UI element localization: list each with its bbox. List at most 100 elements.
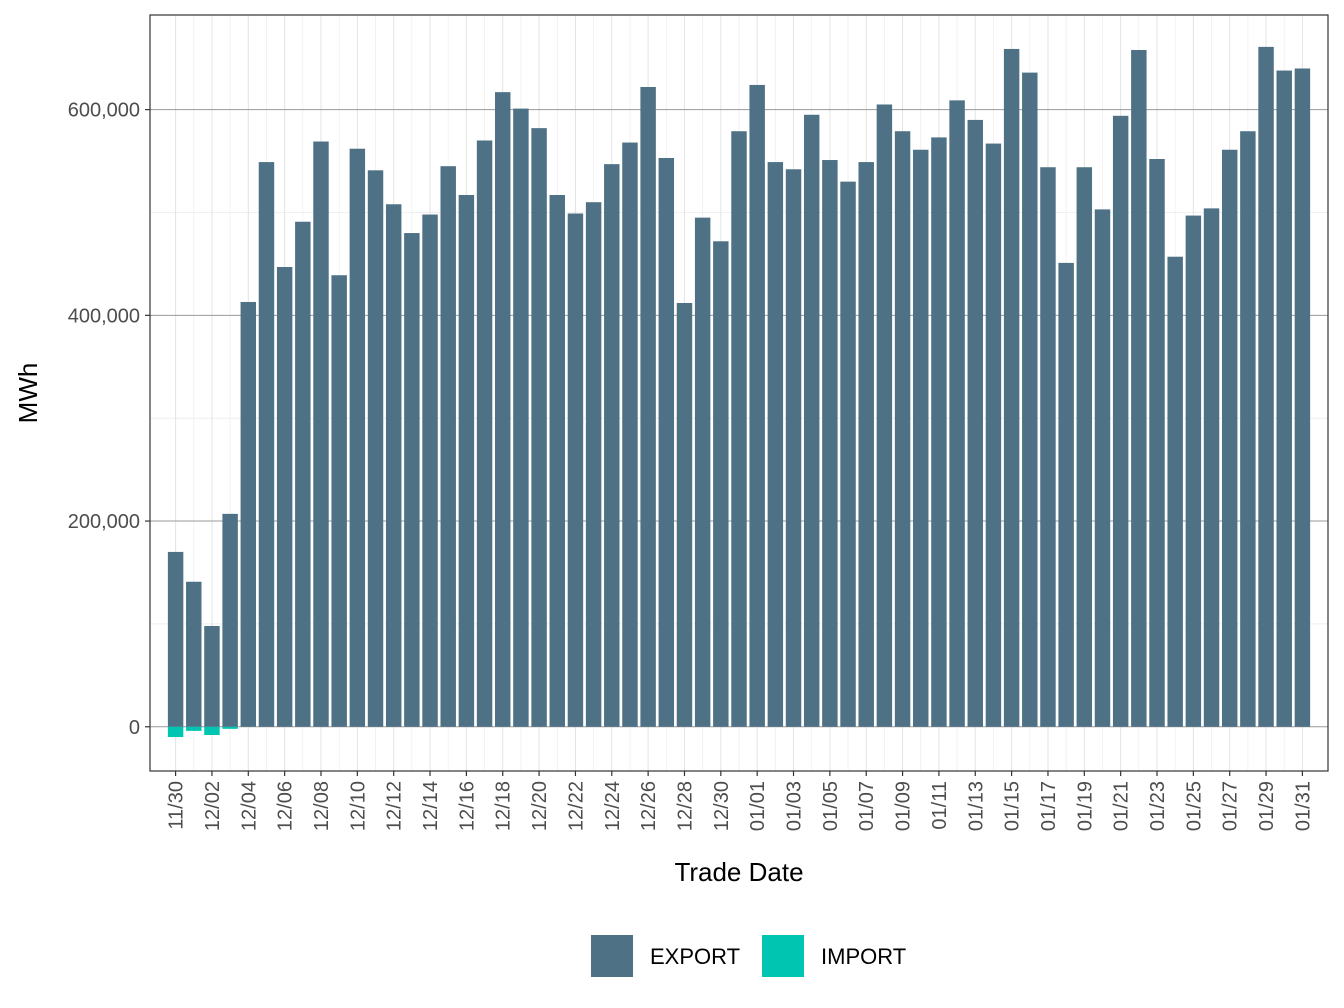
bar-export-01-19 — [1076, 167, 1093, 727]
y-tick-label: 400,000 — [68, 305, 140, 327]
bar-export-01-16 — [1022, 72, 1038, 727]
bar-export-01-24 — [1167, 256, 1183, 727]
bar-export-12-07 — [295, 221, 311, 727]
bar-export-01-18 — [1058, 262, 1074, 727]
bar-export-12-16 — [458, 195, 475, 727]
bar-export-01-28 — [1240, 131, 1256, 727]
bar-export-12-30 — [713, 241, 729, 727]
x-axis: 11/30 12/02 12/04 12/06 12/08 12/10 12/12 12/14… — [166, 771, 1314, 831]
bar-export-12-08 — [313, 141, 329, 727]
bar-export-12-12 — [385, 204, 402, 727]
y-axis-title: MWh — [13, 363, 43, 424]
x-tick-label: 01/23 — [1147, 781, 1169, 831]
x-tick-label: 01/31 — [1292, 781, 1314, 831]
x-tick-label: 12/06 — [275, 781, 297, 831]
x-tick-label: 12/28 — [674, 781, 696, 831]
bar-export-12-03 — [222, 513, 238, 727]
x-tick-label: 01/03 — [784, 781, 806, 831]
x-tick-label: 01/25 — [1183, 781, 1205, 831]
bar-export-01-21 — [1112, 115, 1129, 727]
bar-export-12-31 — [731, 131, 747, 727]
bars — [167, 46, 1311, 738]
bar-export-01-08 — [876, 104, 893, 727]
bar-export-01-30 — [1276, 70, 1292, 727]
bar-export-12-09 — [331, 275, 347, 727]
x-tick-label: 01/07 — [856, 781, 878, 831]
bar-export-01-20 — [1094, 209, 1111, 727]
bar-export-12-10 — [349, 148, 366, 727]
bar-export-01-10 — [913, 149, 929, 727]
x-tick-label: 01/01 — [747, 781, 769, 831]
bar-export-01-22 — [1131, 49, 1147, 727]
x-tick-label: 12/04 — [238, 781, 260, 831]
bar-export-01-01 — [749, 84, 765, 727]
x-tick-label: 01/15 — [1002, 781, 1024, 831]
x-tick-label: 01/27 — [1220, 781, 1242, 831]
x-tick-label: 01/11 — [929, 781, 951, 830]
x-tick-label: 12/20 — [529, 781, 551, 831]
x-tick-label: 11/30 — [166, 781, 188, 830]
x-tick-label: 12/12 — [384, 781, 406, 831]
bar-export-01-02 — [767, 162, 784, 727]
x-tick-label: 01/21 — [1111, 781, 1133, 831]
y-tick-label: 600,000 — [68, 100, 140, 122]
bar-export-12-06 — [276, 267, 293, 727]
bar-export-12-20 — [531, 128, 547, 727]
x-tick-label: 12/10 — [347, 781, 369, 831]
bar-export-12-27 — [658, 157, 675, 727]
bar-export-01-23 — [1149, 159, 1165, 727]
bar-export-01-09 — [894, 131, 911, 727]
x-tick-label: 12/30 — [711, 781, 733, 831]
bar-export-01-25 — [1185, 215, 1202, 727]
bar-export-01-26 — [1203, 208, 1220, 727]
x-tick-label: 01/19 — [1074, 781, 1096, 831]
y-tick-label: 200,000 — [68, 511, 140, 533]
legend-key-export — [591, 935, 633, 977]
bar-export-01-29 — [1258, 46, 1274, 727]
x-tick-label: 01/09 — [893, 781, 915, 831]
x-tick-label: 01/13 — [965, 781, 987, 831]
x-tick-label: 01/17 — [1038, 781, 1060, 831]
bar-import-11-30 — [167, 726, 184, 738]
bar-export-01-13 — [967, 119, 983, 727]
bar-export-01-31 — [1294, 68, 1311, 727]
bar-export-12-14 — [422, 214, 438, 727]
bar-export-01-27 — [1221, 149, 1238, 727]
bar-export-12-24 — [604, 164, 620, 727]
bar-export-12-18 — [495, 92, 511, 727]
bar-export-12-13 — [404, 233, 420, 727]
bar-export-12-23 — [585, 202, 602, 727]
bar-export-12-19 — [513, 108, 529, 727]
bar-export-12-11 — [367, 170, 384, 727]
x-tick-label: 12/22 — [565, 781, 587, 831]
bar-export-12-21 — [549, 195, 565, 727]
bar-export-12-15 — [440, 166, 456, 727]
bar-export-01-03 — [785, 169, 802, 727]
bar-export-12-22 — [567, 213, 584, 727]
x-tick-label: 12/18 — [493, 781, 515, 831]
bar-export-11-30 — [167, 551, 184, 727]
x-tick-label: 12/14 — [420, 781, 442, 831]
bar-export-12-29 — [694, 217, 711, 727]
x-tick-label: 12/08 — [311, 781, 333, 831]
x-tick-label: 01/29 — [1256, 781, 1278, 831]
x-tick-label: 12/16 — [456, 781, 478, 831]
bar-export-12-26 — [640, 87, 656, 727]
x-axis-title: Trade Date — [674, 857, 803, 887]
x-tick-label: 12/02 — [202, 781, 224, 831]
bar-export-12-05 — [258, 162, 275, 727]
x-tick-label: 12/24 — [602, 781, 624, 831]
legend-key-import — [762, 935, 804, 977]
bar-export-01-12 — [949, 100, 965, 727]
bar-export-01-11 — [931, 137, 947, 727]
bar-import-12-03 — [222, 726, 238, 729]
bar-import-12-02 — [204, 726, 220, 735]
bar-export-12-17 — [476, 140, 493, 727]
bar-export-01-07 — [858, 162, 874, 727]
bar-export-12-04 — [240, 301, 257, 727]
bar-export-01-05 — [822, 160, 838, 727]
bar-export-01-04 — [803, 114, 820, 727]
x-tick-label: 12/26 — [638, 781, 660, 831]
legend-label-import: IMPORT — [821, 944, 906, 969]
